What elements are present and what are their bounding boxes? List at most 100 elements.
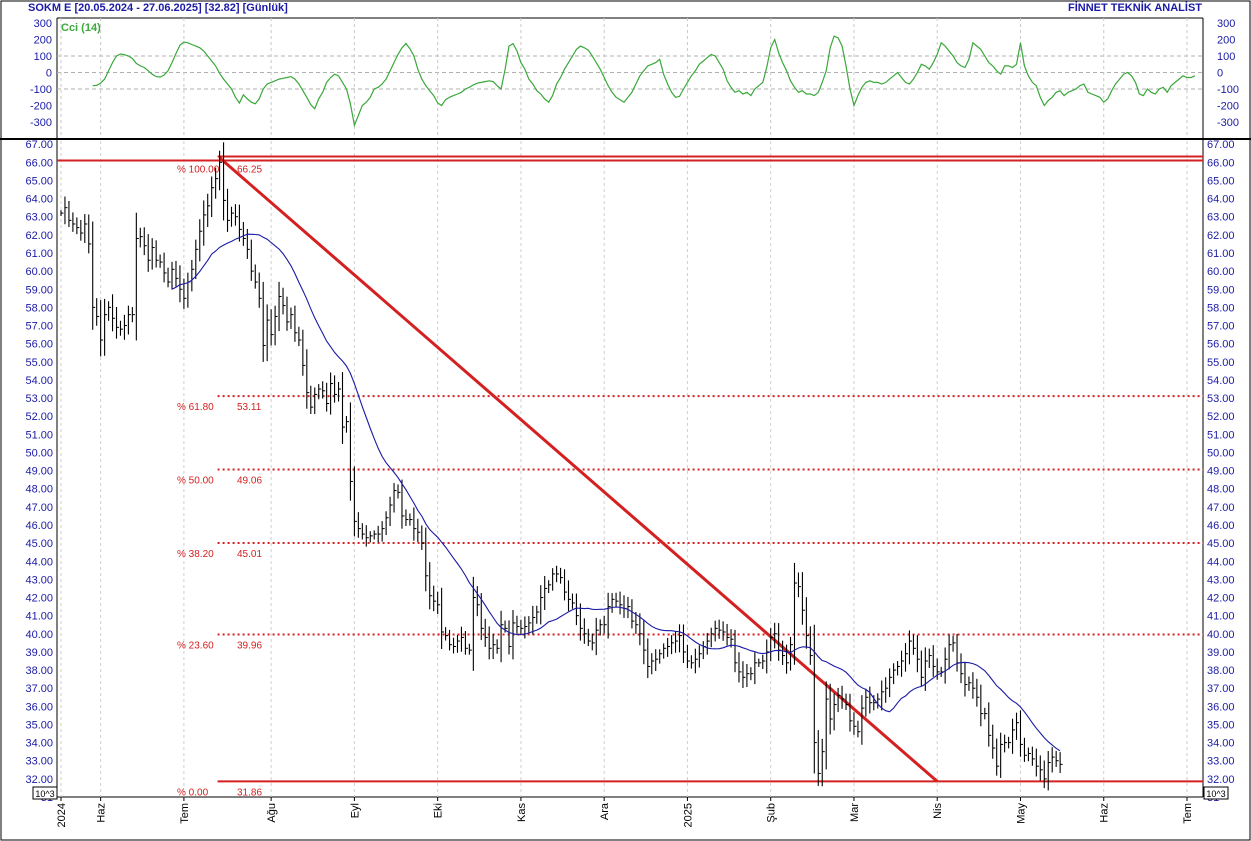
price-ytick-left: 53.00 — [25, 393, 53, 405]
price-ytick-right: 50.00 — [1207, 447, 1235, 459]
price-ytick-left: 36.00 — [25, 701, 53, 713]
price-ytick-right: 36.00 — [1207, 701, 1235, 713]
price-panel: 67.00 67.00 66.00 66.00 65.00 65.00 64.00 64.00… — [25, 139, 1234, 804]
fib-pct-label: % 23.60 — [177, 641, 214, 652]
price-ytick-left: 66.00 — [25, 157, 53, 169]
price-ytick-right: 32.00 — [1207, 774, 1235, 786]
price-ytick-left: 37.00 — [25, 683, 53, 695]
cci-ytick-left: 100 — [34, 51, 52, 63]
x-tick-label: May — [1015, 803, 1027, 824]
x-tick-label: Eyl — [349, 803, 361, 818]
x-tick-label: Mar — [849, 803, 861, 822]
x-tick-label: Nis — [932, 803, 944, 819]
price-ytick-left: 45.00 — [25, 538, 53, 550]
price-ytick-left: 52.00 — [25, 411, 53, 423]
price-ytick-right: 60.00 — [1207, 266, 1235, 278]
price-ytick-right: 51.00 — [1207, 429, 1235, 441]
x-tick-label: Eki — [433, 803, 445, 818]
cci-ytick-left: -300 — [30, 117, 52, 129]
cci-series-line — [92, 35, 1196, 128]
price-ytick-right: 33.00 — [1207, 756, 1235, 768]
price-ytick-left: 60.00 — [25, 266, 53, 278]
price-ytick-left: 49.00 — [25, 466, 53, 478]
price-ytick-right: 40.00 — [1207, 629, 1235, 641]
x-tick-label: Tem — [1182, 803, 1194, 824]
price-ytick-right: 65.00 — [1207, 175, 1235, 187]
price-ytick-left: 67.00 — [25, 139, 53, 151]
cci-ytick-right: 100 — [1217, 51, 1235, 63]
price-ytick-right: 35.00 — [1207, 719, 1235, 731]
cci-panel: 300 300 200 200 100 100 0 0 -100 -100 -200 -200 -300… — [30, 18, 1239, 136]
fib-value-label: 31.86 — [237, 787, 262, 798]
x-tick-label: Ara — [599, 802, 611, 820]
downtrend-line — [218, 156, 939, 783]
price-ytick-right: 49.00 — [1207, 466, 1235, 478]
price-ytick-left: 50.00 — [25, 447, 53, 459]
chart-title: SOKM E [20.05.2024 - 27.06.2025] [32.82]… — [28, 2, 288, 14]
price-ytick-right: 54.00 — [1207, 375, 1235, 387]
price-ytick-left: 56.00 — [25, 339, 53, 351]
price-ytick-left: 51.00 — [25, 429, 53, 441]
fib-pct-label: % 61.80 — [177, 402, 214, 413]
price-ytick-left: 48.00 — [25, 484, 53, 496]
price-ytick-left: 47.00 — [25, 502, 53, 514]
moving-average-line — [171, 233, 1061, 752]
cci-ytick-right: 200 — [1217, 35, 1235, 47]
cci-ytick-right: -300 — [1217, 117, 1239, 129]
price-ytick-right: 39.00 — [1207, 647, 1235, 659]
x-tick-label: Haz — [1099, 803, 1111, 823]
price-ytick-right: 62.00 — [1207, 230, 1235, 242]
price-ytick-left: 38.00 — [25, 665, 53, 677]
price-ytick-left: 54.00 — [25, 375, 53, 387]
x-axis: 2024 Haz Tem Ağu Eyl Eki Kas Ara 2025 Şub Mar Nis Ma… — [56, 797, 1194, 827]
price-ytick-right: 64.00 — [1207, 194, 1235, 206]
x-tick-label: 2024 — [56, 803, 68, 827]
price-ytick-left: 43.00 — [25, 574, 53, 586]
price-ytick-right: 53.00 — [1207, 393, 1235, 405]
price-ytick-left: 42.00 — [25, 593, 53, 605]
price-ytick-right: 46.00 — [1207, 520, 1235, 532]
fib-pct-label: % 50.00 — [177, 476, 214, 487]
scale-box-left — [32, 786, 58, 800]
x-tick-label: Şub — [766, 803, 778, 823]
cci-ytick-left: 0 — [46, 68, 52, 80]
price-ytick-left: 34.00 — [25, 738, 53, 750]
price-ytick-right: 44.00 — [1207, 556, 1235, 568]
x-tick-label: Tem — [179, 803, 191, 824]
price-ytick-left: 57.00 — [25, 321, 53, 333]
fib-pct-label: % 38.20 — [177, 549, 214, 560]
price-ytick-right: 48.00 — [1207, 484, 1235, 496]
fib-pct-label: % 100.00 — [177, 165, 220, 176]
price-ytick-right: 41.00 — [1207, 611, 1235, 623]
price-ytick-right: 61.00 — [1207, 248, 1235, 260]
price-ytick-right: 59.00 — [1207, 284, 1235, 296]
price-ytick-left: 65.00 — [25, 175, 53, 187]
price-ytick-left: 59.00 — [25, 284, 53, 296]
cci-ytick-right: 0 — [1217, 68, 1223, 80]
cci-ytick-right: -200 — [1217, 101, 1239, 113]
scale-box-right — [1203, 786, 1229, 800]
price-ytick-left: 44.00 — [25, 556, 53, 568]
price-ytick-right: 38.00 — [1207, 665, 1235, 677]
price-ytick-right: 55.00 — [1207, 357, 1235, 369]
price-ytick-right: 52.00 — [1207, 411, 1235, 423]
price-ytick-left: 62.00 — [25, 230, 53, 242]
fib-value-label: 53.11 — [237, 402, 262, 413]
price-ytick-left: 40.00 — [25, 629, 53, 641]
x-tick-label: Haz — [96, 803, 108, 823]
cci-ytick-left: -200 — [30, 101, 52, 113]
fib-value-label: 45.01 — [237, 549, 262, 560]
price-ytick-right: 56.00 — [1207, 339, 1235, 351]
fib-pct-label: % 0.00 — [177, 787, 209, 798]
price-ytick-left: 61.00 — [25, 248, 53, 260]
price-ytick-right: 34.00 — [1207, 738, 1235, 750]
brand-label: FİNNET TEKNİK ANALİST — [1067, 2, 1202, 14]
price-ytick-left: 32.00 — [25, 774, 53, 786]
price-ytick-right: 58.00 — [1207, 302, 1235, 314]
price-ytick-right: 47.00 — [1207, 502, 1235, 514]
cci-ytick-right: 300 — [1217, 18, 1235, 30]
price-ytick-left: 63.00 — [25, 212, 53, 224]
